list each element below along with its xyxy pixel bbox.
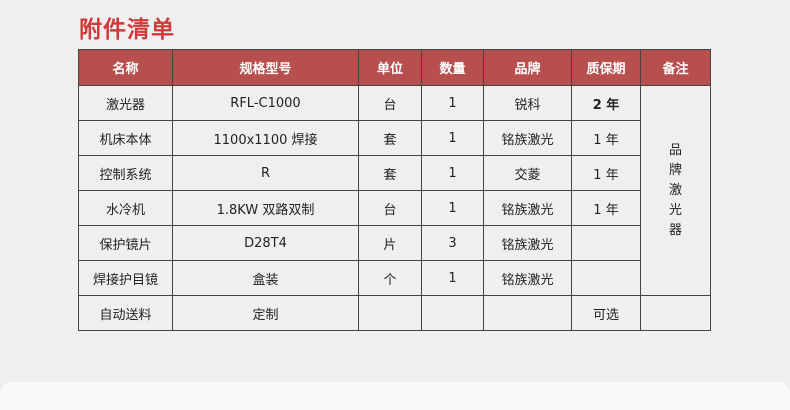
- table-cell: 保护镜片: [78, 225, 173, 261]
- accessory-table: 名称 规格型号 单位 数量 品牌 质保期 备注 激光器 RFL-C1000 台 1 锐科 2 年品牌激…: [78, 49, 711, 331]
- table-cell: 定制: [172, 295, 359, 331]
- table-row: 机床本体 1100x1100 焊接套 1 铭族激光 1 年: [78, 120, 711, 156]
- table-cell: 激光器: [78, 85, 173, 121]
- table-cell: [421, 295, 484, 331]
- column-header: 质保期: [571, 49, 641, 86]
- table-cell: 台: [358, 85, 422, 121]
- table-cell: 套: [358, 155, 422, 191]
- table-cell: 1: [421, 85, 484, 121]
- table-cell: 1: [421, 120, 484, 156]
- table-cell: [571, 225, 641, 261]
- table-row: 水冷机 1.8KW 双路双制台 1 铭族激光 1 年: [78, 190, 711, 226]
- table-cell: 锐科: [483, 85, 572, 121]
- column-header: 品牌: [483, 49, 572, 86]
- table-cell: 自动送料: [78, 295, 173, 331]
- page-title: 附件清单: [79, 17, 175, 43]
- table-cell: RFL-C1000: [172, 85, 359, 121]
- table-row: 保护镜片 D28T4 片 3 铭族激光: [78, 225, 711, 261]
- table-row: 激光器 RFL-C1000 台 1 锐科 2 年品牌激光器: [78, 85, 711, 296]
- table-cell: D28T4: [172, 225, 359, 261]
- column-header: 数量: [421, 49, 484, 86]
- table-cell: 铭族激光: [483, 225, 572, 261]
- table-cell: 1.8KW 双路双制: [172, 190, 359, 226]
- table-cell: 交菱: [483, 155, 572, 191]
- remark-text: 品牌激光器: [668, 142, 682, 238]
- table-cell: 1 年: [571, 120, 641, 156]
- column-header: 备注: [640, 49, 711, 86]
- table-cell: 2 年: [571, 85, 641, 121]
- table-cell: 1 年: [571, 155, 641, 191]
- table-cell: 盒装: [172, 260, 359, 296]
- table-row: 焊接护目镜 盒装个 1 铭族激光: [78, 260, 711, 296]
- column-header: 名称: [78, 49, 173, 86]
- table-cell: 1 年: [571, 190, 641, 226]
- table-cell: 控制系统: [78, 155, 173, 191]
- footer-panel: [0, 382, 790, 410]
- remark-cell: 品牌激光器: [640, 85, 711, 296]
- table-cell: 3: [421, 225, 484, 261]
- table-cell: 1100x1100 焊接: [172, 120, 359, 156]
- table-cell: 1: [421, 155, 484, 191]
- column-header: 单位: [358, 49, 422, 86]
- table-cell: 水冷机: [78, 190, 173, 226]
- table-row: 控制系统 R 套 1 交菱 1 年: [78, 155, 711, 191]
- table-cell: 焊接护目镜: [78, 260, 173, 296]
- table-cell: 可选: [571, 295, 641, 331]
- table-cell: 铭族激光: [483, 120, 572, 156]
- table-cell: 铭族激光: [483, 260, 572, 296]
- table-cell: 1: [421, 260, 484, 296]
- column-header: 规格型号: [172, 49, 359, 86]
- table-cell: [571, 260, 641, 296]
- table-cell: [358, 295, 422, 331]
- table-cell: 机床本体: [78, 120, 173, 156]
- table-cell: 片: [358, 225, 422, 261]
- table-cell: 铭族激光: [483, 190, 572, 226]
- table-cell: [640, 295, 711, 331]
- table-cell: [483, 295, 572, 331]
- table-cell: R: [172, 155, 359, 191]
- table-cell: 台: [358, 190, 422, 226]
- table-row: 自动送料 定制 可选: [78, 295, 711, 331]
- table-cell: 个: [358, 260, 422, 296]
- table-cell: 1: [421, 190, 484, 226]
- table-cell: 套: [358, 120, 422, 156]
